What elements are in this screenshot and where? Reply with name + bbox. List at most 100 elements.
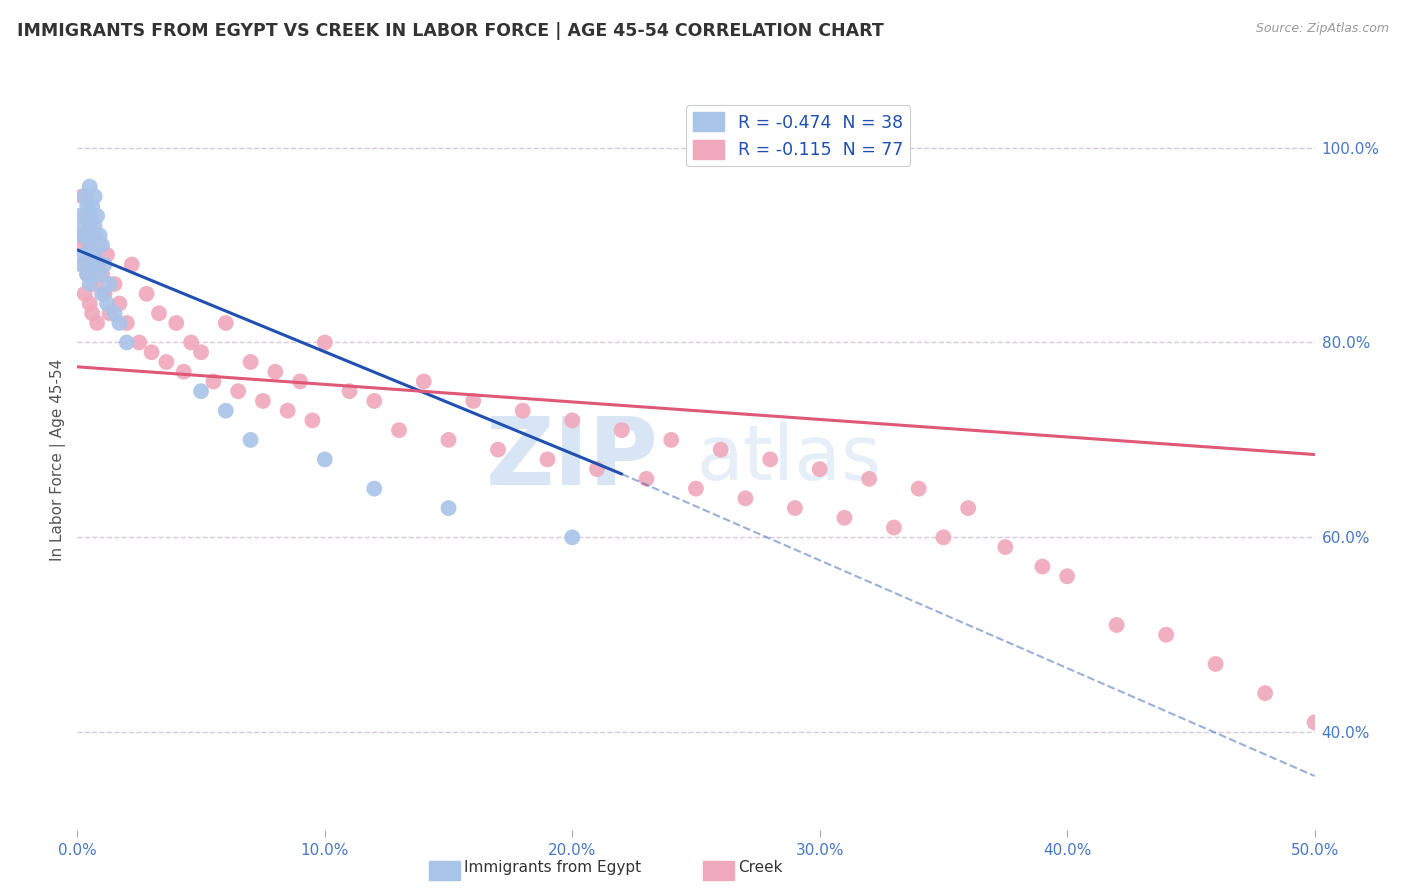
Point <box>1205 657 1227 671</box>
Point <box>76 199 98 213</box>
Point <box>659 433 682 447</box>
Point <box>79 296 101 310</box>
Point <box>86 316 108 330</box>
Text: Source: ZipAtlas.com: Source: ZipAtlas.com <box>1256 22 1389 36</box>
Point <box>82 199 104 213</box>
Point <box>103 306 125 320</box>
Point <box>73 248 96 262</box>
Point <box>72 258 94 272</box>
Point <box>82 248 104 262</box>
Point <box>73 238 96 252</box>
Legend: R = -0.474  N = 38, R = -0.115  N = 77: R = -0.474 N = 38, R = -0.115 N = 77 <box>686 105 910 167</box>
Point <box>135 286 157 301</box>
Point <box>1303 715 1326 730</box>
Point <box>586 462 609 476</box>
Point <box>76 268 98 282</box>
Point <box>808 462 831 476</box>
Point <box>76 268 98 282</box>
Point <box>783 501 806 516</box>
Point <box>173 365 195 379</box>
Point <box>1154 628 1177 642</box>
Point <box>957 501 980 516</box>
Point <box>79 209 101 223</box>
Point <box>73 219 96 233</box>
Point <box>108 296 131 310</box>
Point <box>89 268 111 282</box>
Text: Immigrants from Egypt: Immigrants from Egypt <box>464 860 641 874</box>
Point <box>82 306 104 320</box>
Point <box>339 384 361 399</box>
Point <box>93 286 115 301</box>
Point <box>1031 559 1053 574</box>
Point <box>190 384 212 399</box>
Point <box>202 375 225 389</box>
Point <box>264 365 287 379</box>
Point <box>463 393 485 408</box>
Point <box>363 393 385 408</box>
Point <box>710 442 733 457</box>
Point <box>96 248 118 262</box>
Point <box>883 520 905 534</box>
Point <box>412 375 434 389</box>
Point <box>277 403 299 417</box>
Point <box>86 209 108 223</box>
Point <box>86 258 108 272</box>
Point <box>98 277 121 291</box>
Point <box>239 355 262 369</box>
Point <box>252 393 274 408</box>
Point <box>96 296 118 310</box>
Point <box>76 228 98 243</box>
Point <box>512 403 534 417</box>
Point <box>141 345 163 359</box>
Point <box>561 413 583 427</box>
Point <box>103 277 125 291</box>
Point <box>83 219 105 233</box>
Point <box>636 472 658 486</box>
Point <box>83 248 105 262</box>
Point <box>82 228 104 243</box>
Point <box>932 530 955 544</box>
Point <box>89 228 111 243</box>
Point <box>121 258 143 272</box>
Point <box>994 540 1017 554</box>
Point <box>73 286 96 301</box>
Point <box>1105 618 1128 632</box>
Point <box>1056 569 1078 583</box>
Point <box>79 238 101 252</box>
Point <box>215 316 238 330</box>
Point <box>69 209 91 223</box>
Point <box>72 189 94 203</box>
Point <box>536 452 558 467</box>
Point <box>301 413 323 427</box>
Point <box>72 228 94 243</box>
Text: Creek: Creek <box>738 860 783 874</box>
Point <box>89 238 111 252</box>
Point <box>148 306 170 320</box>
Point <box>734 491 756 506</box>
Point <box>226 384 249 399</box>
Point <box>108 316 131 330</box>
Point <box>115 335 138 350</box>
Point <box>437 501 460 516</box>
Point <box>79 219 101 233</box>
Point <box>83 189 105 203</box>
Point <box>83 277 105 291</box>
Point <box>561 530 583 544</box>
Point <box>98 306 121 320</box>
Point <box>610 423 633 437</box>
Point <box>759 452 782 467</box>
Point <box>83 228 105 243</box>
Point <box>128 335 150 350</box>
Point <box>363 482 385 496</box>
Point <box>79 277 101 291</box>
Point <box>93 258 115 272</box>
Point <box>79 179 101 194</box>
Point <box>82 258 104 272</box>
Point <box>91 286 114 301</box>
Point <box>73 189 96 203</box>
Text: ZIP: ZIP <box>486 413 659 506</box>
Point <box>91 268 114 282</box>
Y-axis label: In Labor Force | Age 45-54: In Labor Force | Age 45-54 <box>51 359 66 560</box>
Point <box>239 433 262 447</box>
Point <box>115 316 138 330</box>
